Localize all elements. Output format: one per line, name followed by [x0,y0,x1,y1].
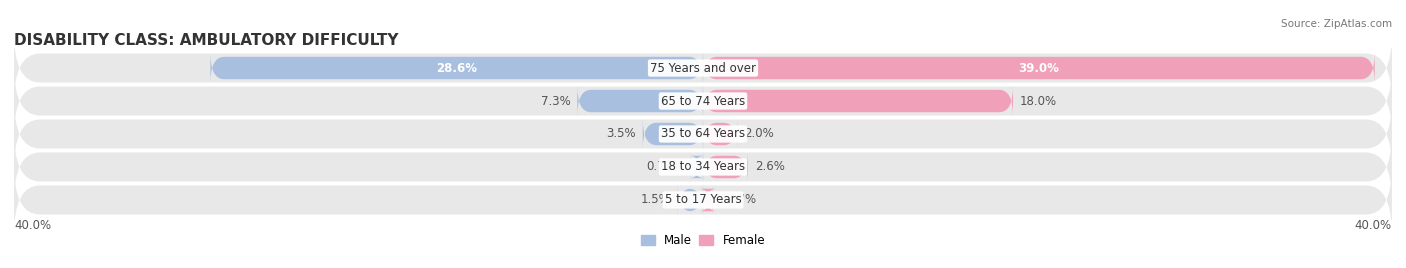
FancyBboxPatch shape [689,152,704,182]
Text: 2.6%: 2.6% [755,161,785,173]
FancyBboxPatch shape [14,165,1392,235]
Text: 0.57%: 0.57% [720,193,756,206]
FancyBboxPatch shape [14,33,1392,103]
Text: 65 to 74 Years: 65 to 74 Years [661,95,745,107]
Text: 5 to 17 Years: 5 to 17 Years [665,193,741,206]
FancyBboxPatch shape [14,132,1392,202]
Text: DISABILITY CLASS: AMBULATORY DIFFICULTY: DISABILITY CLASS: AMBULATORY DIFFICULTY [14,33,398,48]
Text: 75 Years and over: 75 Years and over [650,62,756,75]
Text: 28.6%: 28.6% [436,62,477,75]
FancyBboxPatch shape [703,53,1375,83]
FancyBboxPatch shape [699,185,717,215]
FancyBboxPatch shape [678,185,703,215]
Text: 40.0%: 40.0% [1355,219,1392,232]
Text: 18.0%: 18.0% [1019,95,1057,107]
Text: 2.0%: 2.0% [744,128,775,140]
FancyBboxPatch shape [578,86,703,116]
FancyBboxPatch shape [14,99,1392,169]
FancyBboxPatch shape [14,66,1392,136]
FancyBboxPatch shape [211,53,703,83]
Text: 39.0%: 39.0% [1018,62,1059,75]
FancyBboxPatch shape [703,152,748,182]
Text: 7.3%: 7.3% [541,95,571,107]
FancyBboxPatch shape [703,119,738,149]
Text: Source: ZipAtlas.com: Source: ZipAtlas.com [1281,19,1392,29]
FancyBboxPatch shape [703,86,1012,116]
Text: 3.5%: 3.5% [606,128,636,140]
Text: 40.0%: 40.0% [14,219,51,232]
Text: 35 to 64 Years: 35 to 64 Years [661,128,745,140]
Text: 1.5%: 1.5% [641,193,671,206]
Legend: Male, Female: Male, Female [636,229,770,252]
Text: 18 to 34 Years: 18 to 34 Years [661,161,745,173]
FancyBboxPatch shape [643,119,703,149]
Text: 0.72%: 0.72% [647,161,683,173]
